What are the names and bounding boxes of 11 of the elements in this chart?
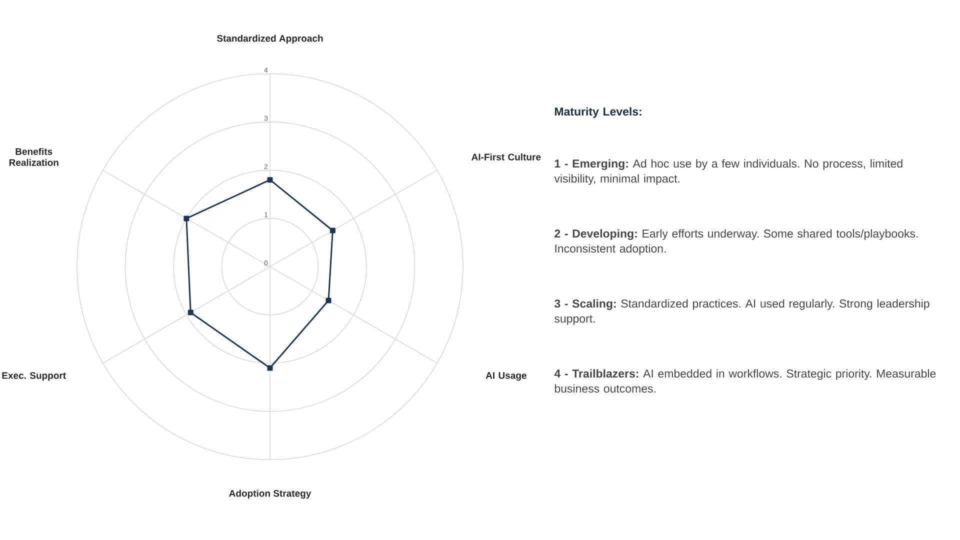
spoke-label: Adoption Strategy: [229, 490, 312, 499]
spoke-label: Benefits Realization: [9, 148, 58, 166]
text: 4 - Trailblazers: AI embedded in workflows. Strategic priority. Measurable business outcomes.: [554, 369, 936, 393]
spoke-label: AI-First Culture: [472, 153, 541, 160]
spoke-label: Exec. Support: [2, 372, 66, 381]
spoke-label: AI Usage: [486, 372, 526, 381]
text: 2 - Developing: Early efforts underway. Some shared tools/playbooks. Inconsistent adoption.: [554, 229, 918, 255]
spoke-label: Standardized Approach: [216, 34, 323, 44]
text: 1 - Emerging: Ad hoc use by a few individuals. No process, limited visibility, minimal impact.: [554, 159, 902, 185]
text: 3 - Scaling: Standardized practices. AI used regularly. Strong leadership support.: [554, 299, 930, 325]
text: Maturity Levels:: [554, 107, 642, 118]
